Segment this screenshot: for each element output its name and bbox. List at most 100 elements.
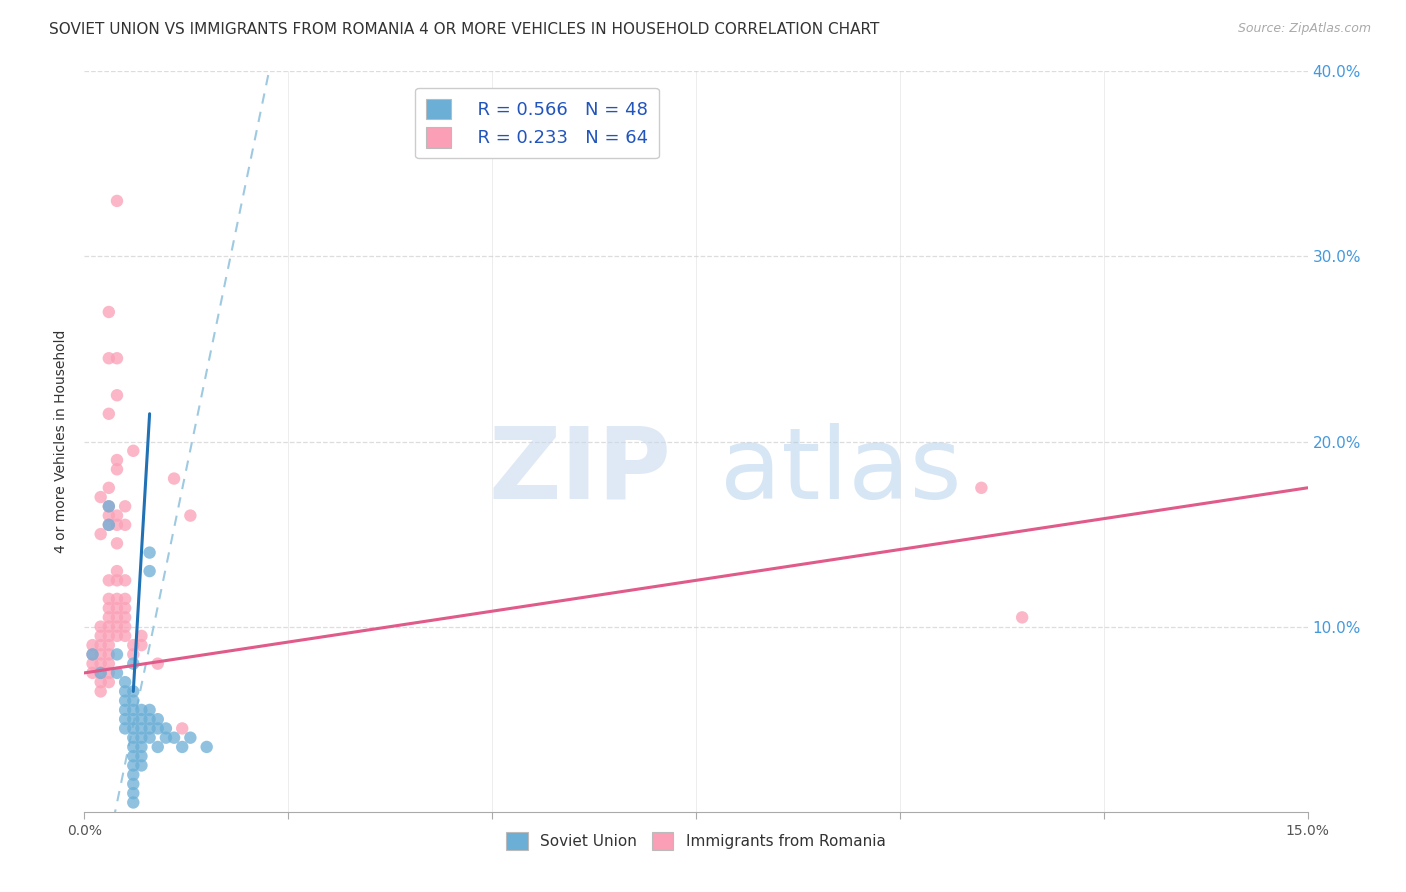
- Point: [138, 712, 160, 726]
- Point: [179, 508, 201, 523]
- Point: [131, 749, 153, 764]
- Point: [146, 712, 169, 726]
- Point: [82, 648, 104, 662]
- Point: [122, 648, 145, 662]
- Point: [105, 648, 128, 662]
- Point: [97, 591, 120, 606]
- Point: [114, 629, 136, 643]
- Point: [97, 351, 120, 366]
- Point: [122, 758, 145, 772]
- Point: [155, 731, 177, 745]
- Point: [970, 481, 993, 495]
- Point: [82, 657, 104, 671]
- Point: [82, 665, 104, 680]
- Text: atlas: atlas: [720, 423, 962, 520]
- Point: [105, 619, 128, 633]
- Point: [97, 675, 120, 690]
- Point: [97, 648, 120, 662]
- Point: [105, 591, 128, 606]
- Point: [105, 629, 128, 643]
- Point: [114, 703, 136, 717]
- Point: [122, 694, 145, 708]
- Point: [105, 610, 128, 624]
- Point: [172, 739, 194, 754]
- Point: [90, 619, 112, 633]
- Point: [97, 517, 120, 532]
- Point: [97, 657, 120, 671]
- Point: [172, 722, 194, 736]
- Point: [122, 638, 145, 652]
- Point: [114, 610, 136, 624]
- Point: [122, 777, 145, 791]
- Point: [97, 508, 120, 523]
- Point: [131, 739, 153, 754]
- Point: [105, 351, 128, 366]
- Point: [131, 703, 153, 717]
- Point: [97, 517, 120, 532]
- Point: [97, 407, 120, 421]
- Point: [131, 638, 153, 652]
- Point: [90, 675, 112, 690]
- Point: [195, 739, 218, 754]
- Point: [97, 665, 120, 680]
- Point: [114, 684, 136, 698]
- Point: [105, 574, 128, 588]
- Point: [138, 731, 160, 745]
- Point: [90, 657, 112, 671]
- Text: ZIP: ZIP: [489, 423, 672, 520]
- Point: [97, 574, 120, 588]
- Point: [131, 758, 153, 772]
- Point: [105, 601, 128, 615]
- Y-axis label: 4 or more Vehicles in Household: 4 or more Vehicles in Household: [55, 330, 69, 553]
- Point: [163, 731, 186, 745]
- Point: [122, 796, 145, 810]
- Point: [114, 517, 136, 532]
- Point: [97, 629, 120, 643]
- Point: [97, 619, 120, 633]
- Point: [122, 749, 145, 764]
- Point: [90, 629, 112, 643]
- Point: [90, 665, 112, 680]
- Point: [97, 601, 120, 615]
- Point: [131, 731, 153, 745]
- Point: [122, 786, 145, 800]
- Legend: Soviet Union, Immigrants from Romania: Soviet Union, Immigrants from Romania: [501, 826, 891, 856]
- Point: [122, 703, 145, 717]
- Point: [97, 305, 120, 319]
- Point: [97, 610, 120, 624]
- Point: [97, 481, 120, 495]
- Point: [105, 517, 128, 532]
- Point: [138, 564, 160, 578]
- Text: SOVIET UNION VS IMMIGRANTS FROM ROMANIA 4 OR MORE VEHICLES IN HOUSEHOLD CORRELAT: SOVIET UNION VS IMMIGRANTS FROM ROMANIA …: [49, 22, 880, 37]
- Point: [90, 638, 112, 652]
- Point: [114, 500, 136, 514]
- Point: [105, 508, 128, 523]
- Point: [114, 712, 136, 726]
- Point: [131, 712, 153, 726]
- Point: [122, 767, 145, 781]
- Point: [179, 731, 201, 745]
- Point: [105, 388, 128, 402]
- Point: [105, 194, 128, 208]
- Point: [122, 443, 145, 458]
- Point: [138, 703, 160, 717]
- Point: [122, 684, 145, 698]
- Point: [146, 657, 169, 671]
- Point: [163, 472, 186, 486]
- Point: [90, 684, 112, 698]
- Point: [138, 545, 160, 560]
- Point: [122, 739, 145, 754]
- Point: [90, 648, 112, 662]
- Point: [82, 638, 104, 652]
- Point: [114, 591, 136, 606]
- Point: [114, 675, 136, 690]
- Point: [122, 731, 145, 745]
- Point: [82, 648, 104, 662]
- Point: [90, 665, 112, 680]
- Point: [146, 739, 169, 754]
- Point: [114, 619, 136, 633]
- Point: [155, 722, 177, 736]
- Point: [122, 722, 145, 736]
- Point: [97, 500, 120, 514]
- Point: [105, 564, 128, 578]
